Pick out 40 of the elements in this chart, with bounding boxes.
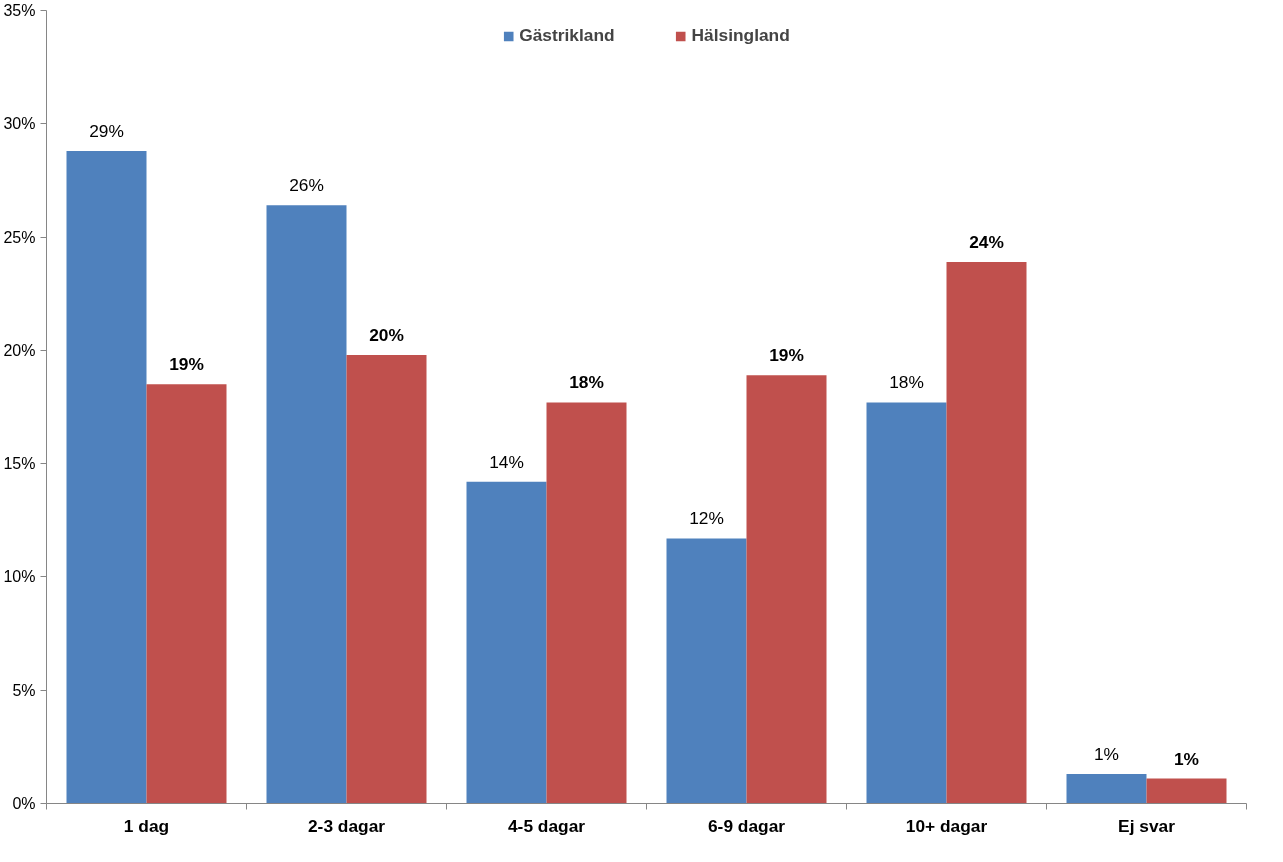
bar [746, 375, 827, 804]
x-tick-label: 2-3 dagar [307, 815, 386, 836]
bar [346, 354, 427, 804]
y-tick-label: 30% [3, 115, 36, 133]
bar [1146, 778, 1227, 804]
bar [66, 150, 147, 804]
bar [266, 205, 347, 804]
y-tick-label: 0% [12, 795, 36, 812]
data-label: 24% [969, 231, 1004, 252]
data-label: 19% [169, 354, 204, 375]
data-label: 20% [369, 324, 404, 345]
x-tick-label: Ej svar [1118, 815, 1176, 836]
y-tick-label: 15% [3, 455, 36, 473]
legend-label: Hälsingland [691, 25, 790, 46]
x-tick-label: 6-9 dagar [707, 815, 786, 836]
y-tick-label: 10% [3, 568, 36, 586]
x-tick-label: 1 dag [123, 815, 170, 836]
bar [546, 402, 627, 804]
y-tick-label: 25% [3, 228, 36, 246]
data-label: 12% [689, 508, 724, 529]
data-label: 26% [289, 175, 324, 196]
x-tick-label: 4-5 dagar [507, 815, 586, 836]
data-label: 29% [89, 120, 124, 141]
bar [1066, 774, 1147, 804]
bar [466, 481, 547, 804]
y-tick-label: 35% [3, 2, 36, 19]
x-tick-label: 10+ dagar [905, 815, 988, 836]
data-label: 18% [569, 372, 604, 393]
bar [666, 538, 747, 804]
data-label: 18% [889, 372, 924, 393]
data-label: 1% [1173, 748, 1200, 769]
y-tick-label: 20% [3, 341, 36, 359]
data-label: 14% [489, 451, 524, 472]
data-label: 19% [769, 345, 804, 366]
bar [146, 384, 227, 804]
y-tick-label: 5% [12, 681, 36, 699]
bar [946, 261, 1027, 804]
legend-label: Gästrikland [519, 25, 615, 46]
bar [866, 402, 947, 804]
data-label: 1% [1093, 744, 1120, 765]
